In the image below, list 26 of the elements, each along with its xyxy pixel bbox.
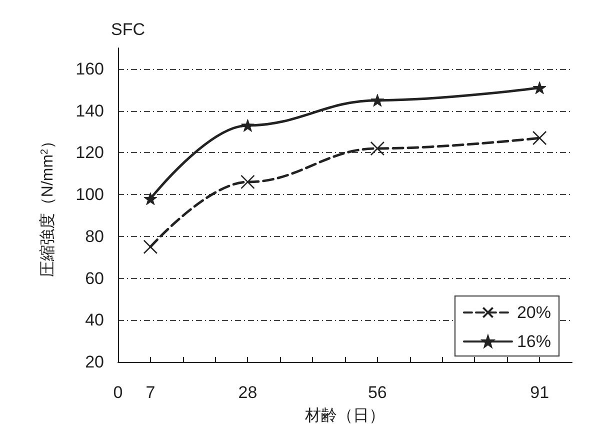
y-axis-title: 圧縮強度（N/mm2） [38,132,56,278]
legend-label: 16% [516,332,552,351]
x-tick-label: 7 [146,383,156,402]
x-axis-title: 材齢（日） [304,406,385,424]
legend-label: 20% [516,303,552,322]
point [144,192,158,206]
x-tick-label: 28 [238,383,258,402]
y-tick-label: 140 [76,101,104,120]
y-tick-label: 120 [76,143,104,162]
x-tick-label: 56 [368,383,387,402]
point [370,141,385,156]
point [240,119,254,132]
point [370,94,384,107]
point [240,174,255,190]
y-tick-label: 100 [76,185,104,204]
point [143,240,158,254]
point [532,81,546,94]
y-tick-label: 80 [85,226,104,246]
y-tick-label: 60 [85,268,104,288]
x-tick-label: 91 [530,383,550,402]
y-tick-label: 20 [85,352,104,372]
point [532,130,547,146]
x-tick-label: 0 [113,383,123,402]
y-tick-label: 160 [76,59,104,78]
chart-title: SFC [111,20,145,39]
y-tick-label: 40 [85,310,104,330]
